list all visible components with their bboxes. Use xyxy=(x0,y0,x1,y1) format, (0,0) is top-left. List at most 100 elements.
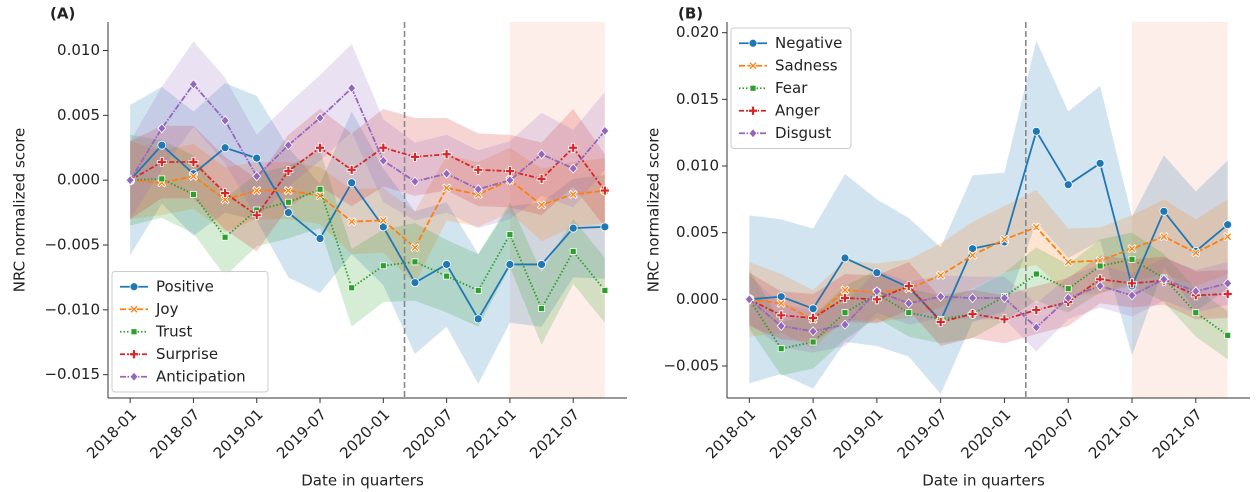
marker xyxy=(748,61,758,71)
marker xyxy=(841,309,849,317)
marker xyxy=(776,310,787,321)
x-axis-label: Date in quarters xyxy=(301,472,424,490)
marker xyxy=(999,234,1010,244)
x-tick-label: 2020-07 xyxy=(400,405,457,462)
marker xyxy=(315,191,325,201)
marker xyxy=(410,176,420,187)
marker xyxy=(568,163,578,174)
marker xyxy=(808,326,818,337)
marker xyxy=(283,208,293,217)
marker xyxy=(536,200,547,210)
marker xyxy=(936,291,946,302)
marker xyxy=(840,285,850,295)
marker xyxy=(1192,309,1200,317)
shaded-span xyxy=(509,22,605,398)
marker xyxy=(568,223,578,233)
marker xyxy=(1191,248,1201,258)
x-tick-label: 2020-01 xyxy=(957,405,1014,462)
marker xyxy=(903,281,914,291)
marker xyxy=(1031,322,1041,333)
marker xyxy=(808,313,819,323)
x-tick-label: 2018-07 xyxy=(766,405,823,462)
y-tick-label: 0.015 xyxy=(676,90,719,108)
marker xyxy=(129,304,139,314)
y-axis-label: NRC normalized score xyxy=(645,128,663,293)
marker xyxy=(1063,257,1073,267)
marker xyxy=(905,309,913,317)
legend-label: Surprise xyxy=(156,345,218,363)
legend-box xyxy=(730,27,852,149)
marker xyxy=(346,164,357,175)
confidence-band xyxy=(749,40,1228,395)
marker xyxy=(1191,286,1201,297)
legend-label: Trust xyxy=(155,322,192,340)
marker xyxy=(748,128,758,139)
legend-label: Negative xyxy=(775,34,842,52)
marker xyxy=(188,157,199,167)
marker xyxy=(220,115,230,126)
marker xyxy=(315,112,325,124)
marker xyxy=(505,175,515,186)
marker xyxy=(904,298,914,309)
marker xyxy=(442,183,452,193)
marker xyxy=(156,157,167,167)
y-tick-label: −0.005 xyxy=(663,357,719,375)
marker xyxy=(157,123,167,134)
y-tick-label: −0.005 xyxy=(44,236,100,254)
confidence-band xyxy=(130,41,605,229)
marker xyxy=(315,234,325,243)
marker xyxy=(872,268,882,278)
marker xyxy=(474,286,482,294)
confidence-band xyxy=(130,134,605,345)
x-tick-label: 2019-01 xyxy=(830,405,887,462)
marker xyxy=(378,155,388,166)
x-tick-label: 2018-01 xyxy=(702,405,759,462)
marker xyxy=(1063,180,1073,190)
x-tick-label: 2020-07 xyxy=(1021,405,1078,462)
legend-label: Sadness xyxy=(775,56,838,74)
marker xyxy=(1031,305,1042,315)
confidence-band xyxy=(130,108,605,252)
marker xyxy=(968,292,978,304)
marker xyxy=(347,83,357,94)
series-line xyxy=(130,175,605,250)
marker xyxy=(935,317,946,327)
marker xyxy=(968,244,977,254)
marker xyxy=(600,125,610,137)
marker xyxy=(378,222,388,232)
marker xyxy=(1064,285,1072,293)
marker xyxy=(473,184,483,195)
marker xyxy=(283,166,294,177)
marker xyxy=(252,171,262,182)
marker xyxy=(284,198,292,206)
marker xyxy=(283,140,293,151)
marker xyxy=(129,371,139,382)
marker xyxy=(441,149,452,160)
marker xyxy=(569,248,577,255)
legend-label: Anger xyxy=(775,101,821,119)
x-tick-label: 2019-01 xyxy=(210,405,267,462)
marker xyxy=(537,149,547,160)
series-line xyxy=(129,146,606,217)
marker xyxy=(749,84,757,92)
marker xyxy=(776,298,786,308)
marker xyxy=(600,222,610,232)
marker xyxy=(537,260,546,269)
marker xyxy=(283,185,293,196)
marker xyxy=(744,294,754,305)
marker xyxy=(1127,290,1137,301)
series-line xyxy=(748,258,1229,350)
marker xyxy=(410,243,420,253)
marker xyxy=(1223,232,1233,242)
confidence-band xyxy=(749,255,1228,346)
marker xyxy=(220,195,230,205)
marker xyxy=(157,140,167,150)
y-tick-label: −0.010 xyxy=(44,300,100,318)
marker xyxy=(538,305,545,312)
marker xyxy=(188,79,198,90)
marker xyxy=(1031,126,1041,136)
marker xyxy=(252,185,262,196)
marker xyxy=(379,262,387,270)
x-tick-label: 2021-07 xyxy=(1149,405,1206,462)
